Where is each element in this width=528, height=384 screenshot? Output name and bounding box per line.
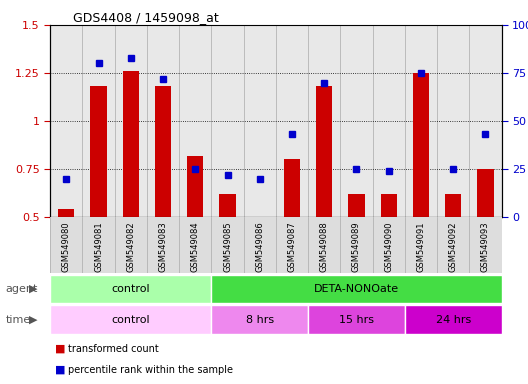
Bar (50, 217, 502, 273)
Text: DETA-NONOate: DETA-NONOate (314, 284, 399, 294)
Text: GSM549089: GSM549089 (352, 222, 361, 272)
Text: agent: agent (5, 284, 37, 294)
Text: GDS4408 / 1459098_at: GDS4408 / 1459098_at (73, 11, 219, 24)
Bar (445, 194, 461, 217)
Text: GSM549090: GSM549090 (384, 222, 393, 272)
Text: control: control (111, 314, 150, 325)
Bar (58, 209, 74, 217)
Text: GSM549085: GSM549085 (223, 222, 232, 272)
Text: 8 hrs: 8 hrs (246, 314, 274, 325)
Text: ■: ■ (55, 365, 66, 375)
Text: ▶: ▶ (29, 284, 37, 294)
Text: control: control (111, 284, 150, 294)
Bar (308, 305, 405, 334)
Bar (187, 156, 203, 217)
Text: ■: ■ (55, 344, 66, 354)
Bar (50, 305, 211, 334)
Text: 15 hrs: 15 hrs (339, 314, 374, 325)
Bar (284, 159, 300, 217)
Bar (405, 305, 502, 334)
Bar (50, 275, 211, 303)
Bar (211, 275, 502, 303)
Text: GSM549084: GSM549084 (191, 222, 200, 272)
Text: GSM549093: GSM549093 (481, 222, 490, 272)
Text: GSM549092: GSM549092 (449, 222, 458, 272)
Bar (90, 86, 107, 217)
Text: 24 hrs: 24 hrs (436, 314, 471, 325)
Text: GSM549080: GSM549080 (62, 222, 71, 272)
Bar (122, 71, 139, 217)
Text: GSM549091: GSM549091 (417, 222, 426, 272)
Text: GSM549082: GSM549082 (126, 222, 135, 272)
Text: time: time (5, 314, 31, 325)
Text: GSM549087: GSM549087 (288, 222, 297, 272)
Text: transformed count: transformed count (68, 344, 158, 354)
Bar (316, 86, 332, 217)
Bar (220, 194, 235, 217)
Bar (211, 305, 308, 334)
Bar (348, 194, 364, 217)
Bar (413, 73, 429, 217)
Bar (381, 194, 397, 217)
Text: GSM549086: GSM549086 (255, 222, 264, 272)
Text: GSM549081: GSM549081 (94, 222, 103, 272)
Text: ▶: ▶ (29, 314, 37, 325)
Text: GSM549088: GSM549088 (320, 222, 329, 272)
Bar (477, 169, 494, 217)
Text: GSM549083: GSM549083 (158, 222, 167, 272)
Bar (155, 86, 171, 217)
Text: percentile rank within the sample: percentile rank within the sample (68, 365, 232, 375)
